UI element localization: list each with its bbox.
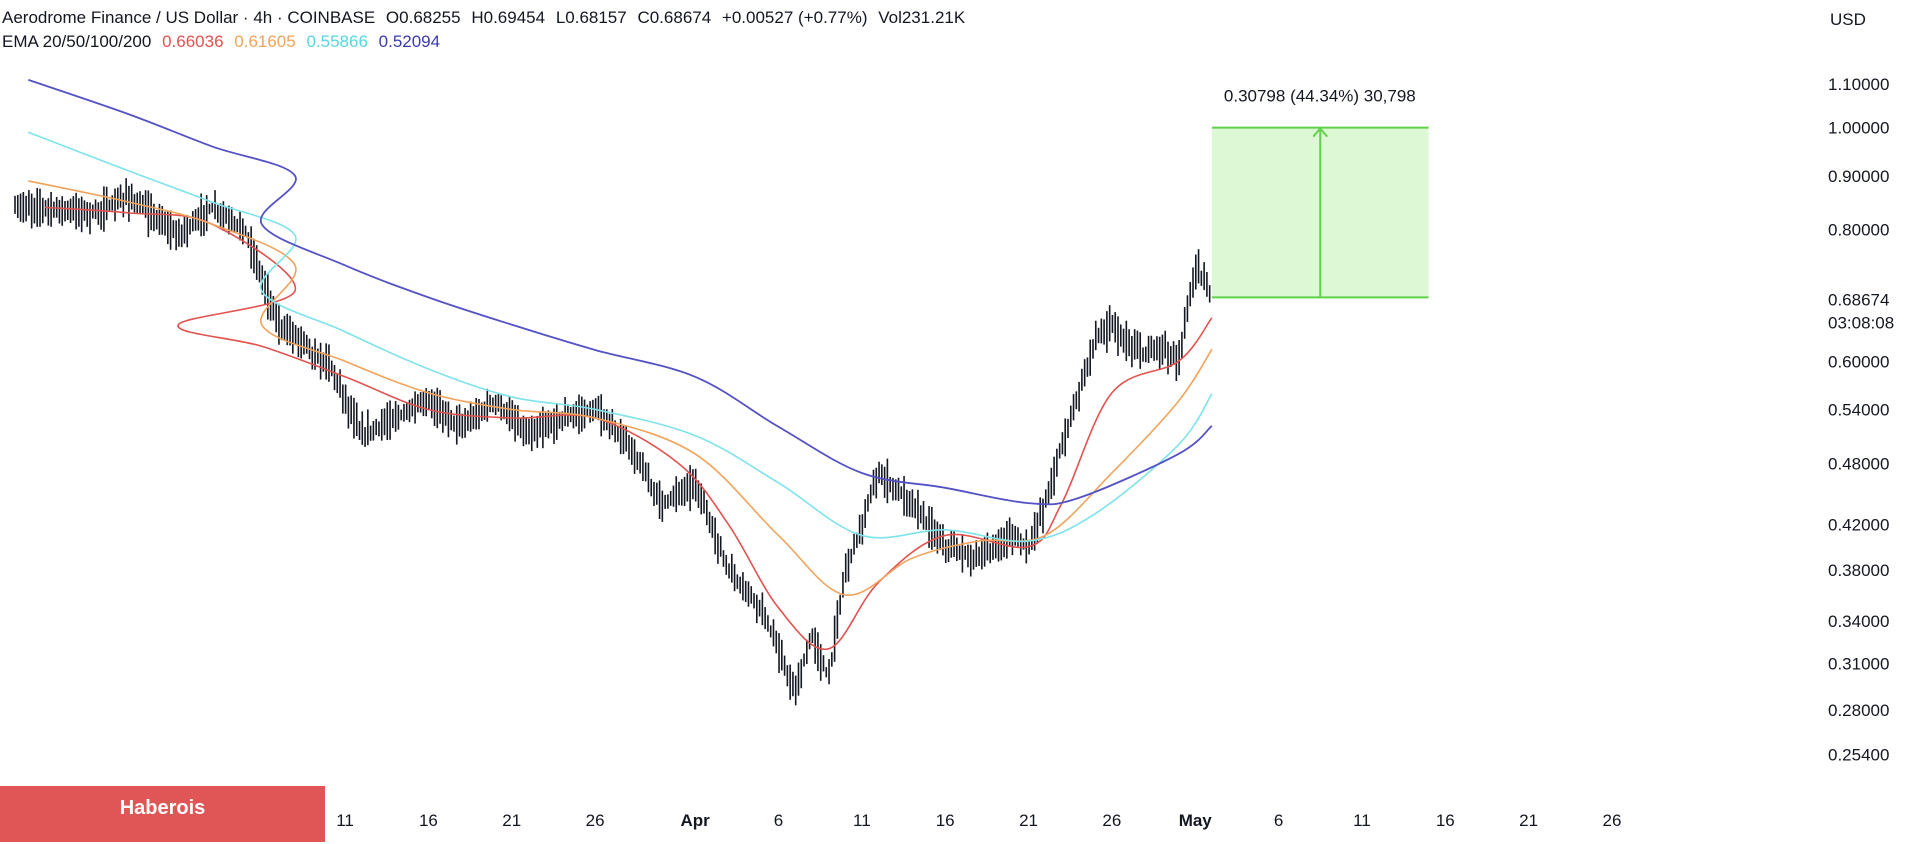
- bar-countdown: 03:08:08: [1828, 314, 1894, 333]
- time-tick-label: 16: [419, 811, 438, 830]
- time-tick-label: 21: [1519, 811, 1538, 830]
- ema-lines: [28, 79, 1213, 650]
- legend-close: C0.68674: [637, 8, 712, 27]
- time-tick-label: 16: [1436, 811, 1455, 830]
- price-tick-label: 0.38000: [1828, 561, 1889, 580]
- price-tick-label: 0.31000: [1828, 654, 1889, 673]
- watermark-banner: Haberois: [0, 786, 325, 842]
- legend-ema-label: EMA 20/50/100/200: [2, 32, 152, 51]
- measure-tool: 0.30798 (44.34%) 30,798: [1211, 87, 1429, 299]
- legend-ema-row: EMA 20/50/100/200 0.66036 0.61605 0.5586…: [2, 30, 971, 54]
- time-tick-label: 16: [936, 811, 955, 830]
- currency-selector[interactable]: USD: [1830, 10, 1866, 29]
- legend-open: O0.68255: [385, 8, 461, 27]
- price-tick-label: 0.25400: [1828, 745, 1889, 764]
- time-tick-label: May: [1179, 811, 1213, 830]
- ema50-line: [28, 180, 1213, 596]
- time-tick-label: 26: [1603, 811, 1622, 830]
- candle-bars: [14, 178, 1211, 706]
- last-price-value: 0.68674: [1828, 291, 1889, 310]
- price-tick-label: 1.00000: [1828, 119, 1889, 138]
- ema100-line: [28, 131, 1213, 543]
- chart-legend: Aerodrome Finance / US Dollar · 4h · COI…: [2, 6, 971, 54]
- price-tick-label: 0.54000: [1828, 400, 1889, 419]
- price-tick-label: 0.42000: [1828, 515, 1889, 534]
- price-tick-label: 0.34000: [1828, 612, 1889, 631]
- legend-ema100: 0.55866: [306, 32, 368, 51]
- price-axis: 1.100001.000000.900000.800000.700000.600…: [1828, 75, 1889, 764]
- price-tick-label: 0.80000: [1828, 221, 1889, 240]
- time-tick-label: 11: [1353, 811, 1371, 830]
- time-tick-label: 11: [853, 811, 871, 830]
- legend-change: +0.00527 (+0.77%): [721, 8, 868, 27]
- time-tick-label: 11: [336, 811, 354, 830]
- legend-ema200: 0.52094: [378, 32, 441, 51]
- last-price-box: [1824, 285, 1916, 334]
- legend-ema50: 0.61605: [234, 32, 296, 51]
- time-tick-label: 21: [502, 811, 521, 830]
- ema200-line: [28, 79, 1213, 506]
- time-tick-label: 6: [774, 811, 783, 830]
- price-tick-label: 1.10000: [1828, 75, 1889, 94]
- price-tick-label: 0.28000: [1828, 701, 1889, 720]
- legend-volume: Vol231.21K: [878, 8, 966, 27]
- measure-arrow-head: [1312, 127, 1329, 138]
- legend-symbol: Aerodrome Finance / US Dollar · 4h · COI…: [2, 8, 376, 27]
- price-tick-label: 0.48000: [1828, 454, 1889, 473]
- last-price-label: 0.68674 03:08:08: [1824, 285, 1916, 334]
- time-tick-label: 26: [586, 811, 605, 830]
- price-tick-label: 0.60000: [1828, 352, 1889, 371]
- time-tick-label: 26: [1102, 811, 1121, 830]
- legend-low: L0.68157: [555, 8, 627, 27]
- time-tick-label: 21: [1019, 811, 1038, 830]
- time-tick-label: 6: [1274, 811, 1283, 830]
- legend-high: H0.69454: [471, 8, 546, 27]
- price-tick-label: 0.90000: [1828, 167, 1889, 186]
- ema20-line: [44, 206, 1213, 650]
- legend-ohlc-row: Aerodrome Finance / US Dollar · 4h · COI…: [2, 6, 971, 30]
- measure-label: 0.30798 (44.34%) 30,798: [1224, 87, 1416, 106]
- legend-ema20: 0.66036: [162, 32, 224, 51]
- time-tick-label: Apr: [680, 811, 710, 830]
